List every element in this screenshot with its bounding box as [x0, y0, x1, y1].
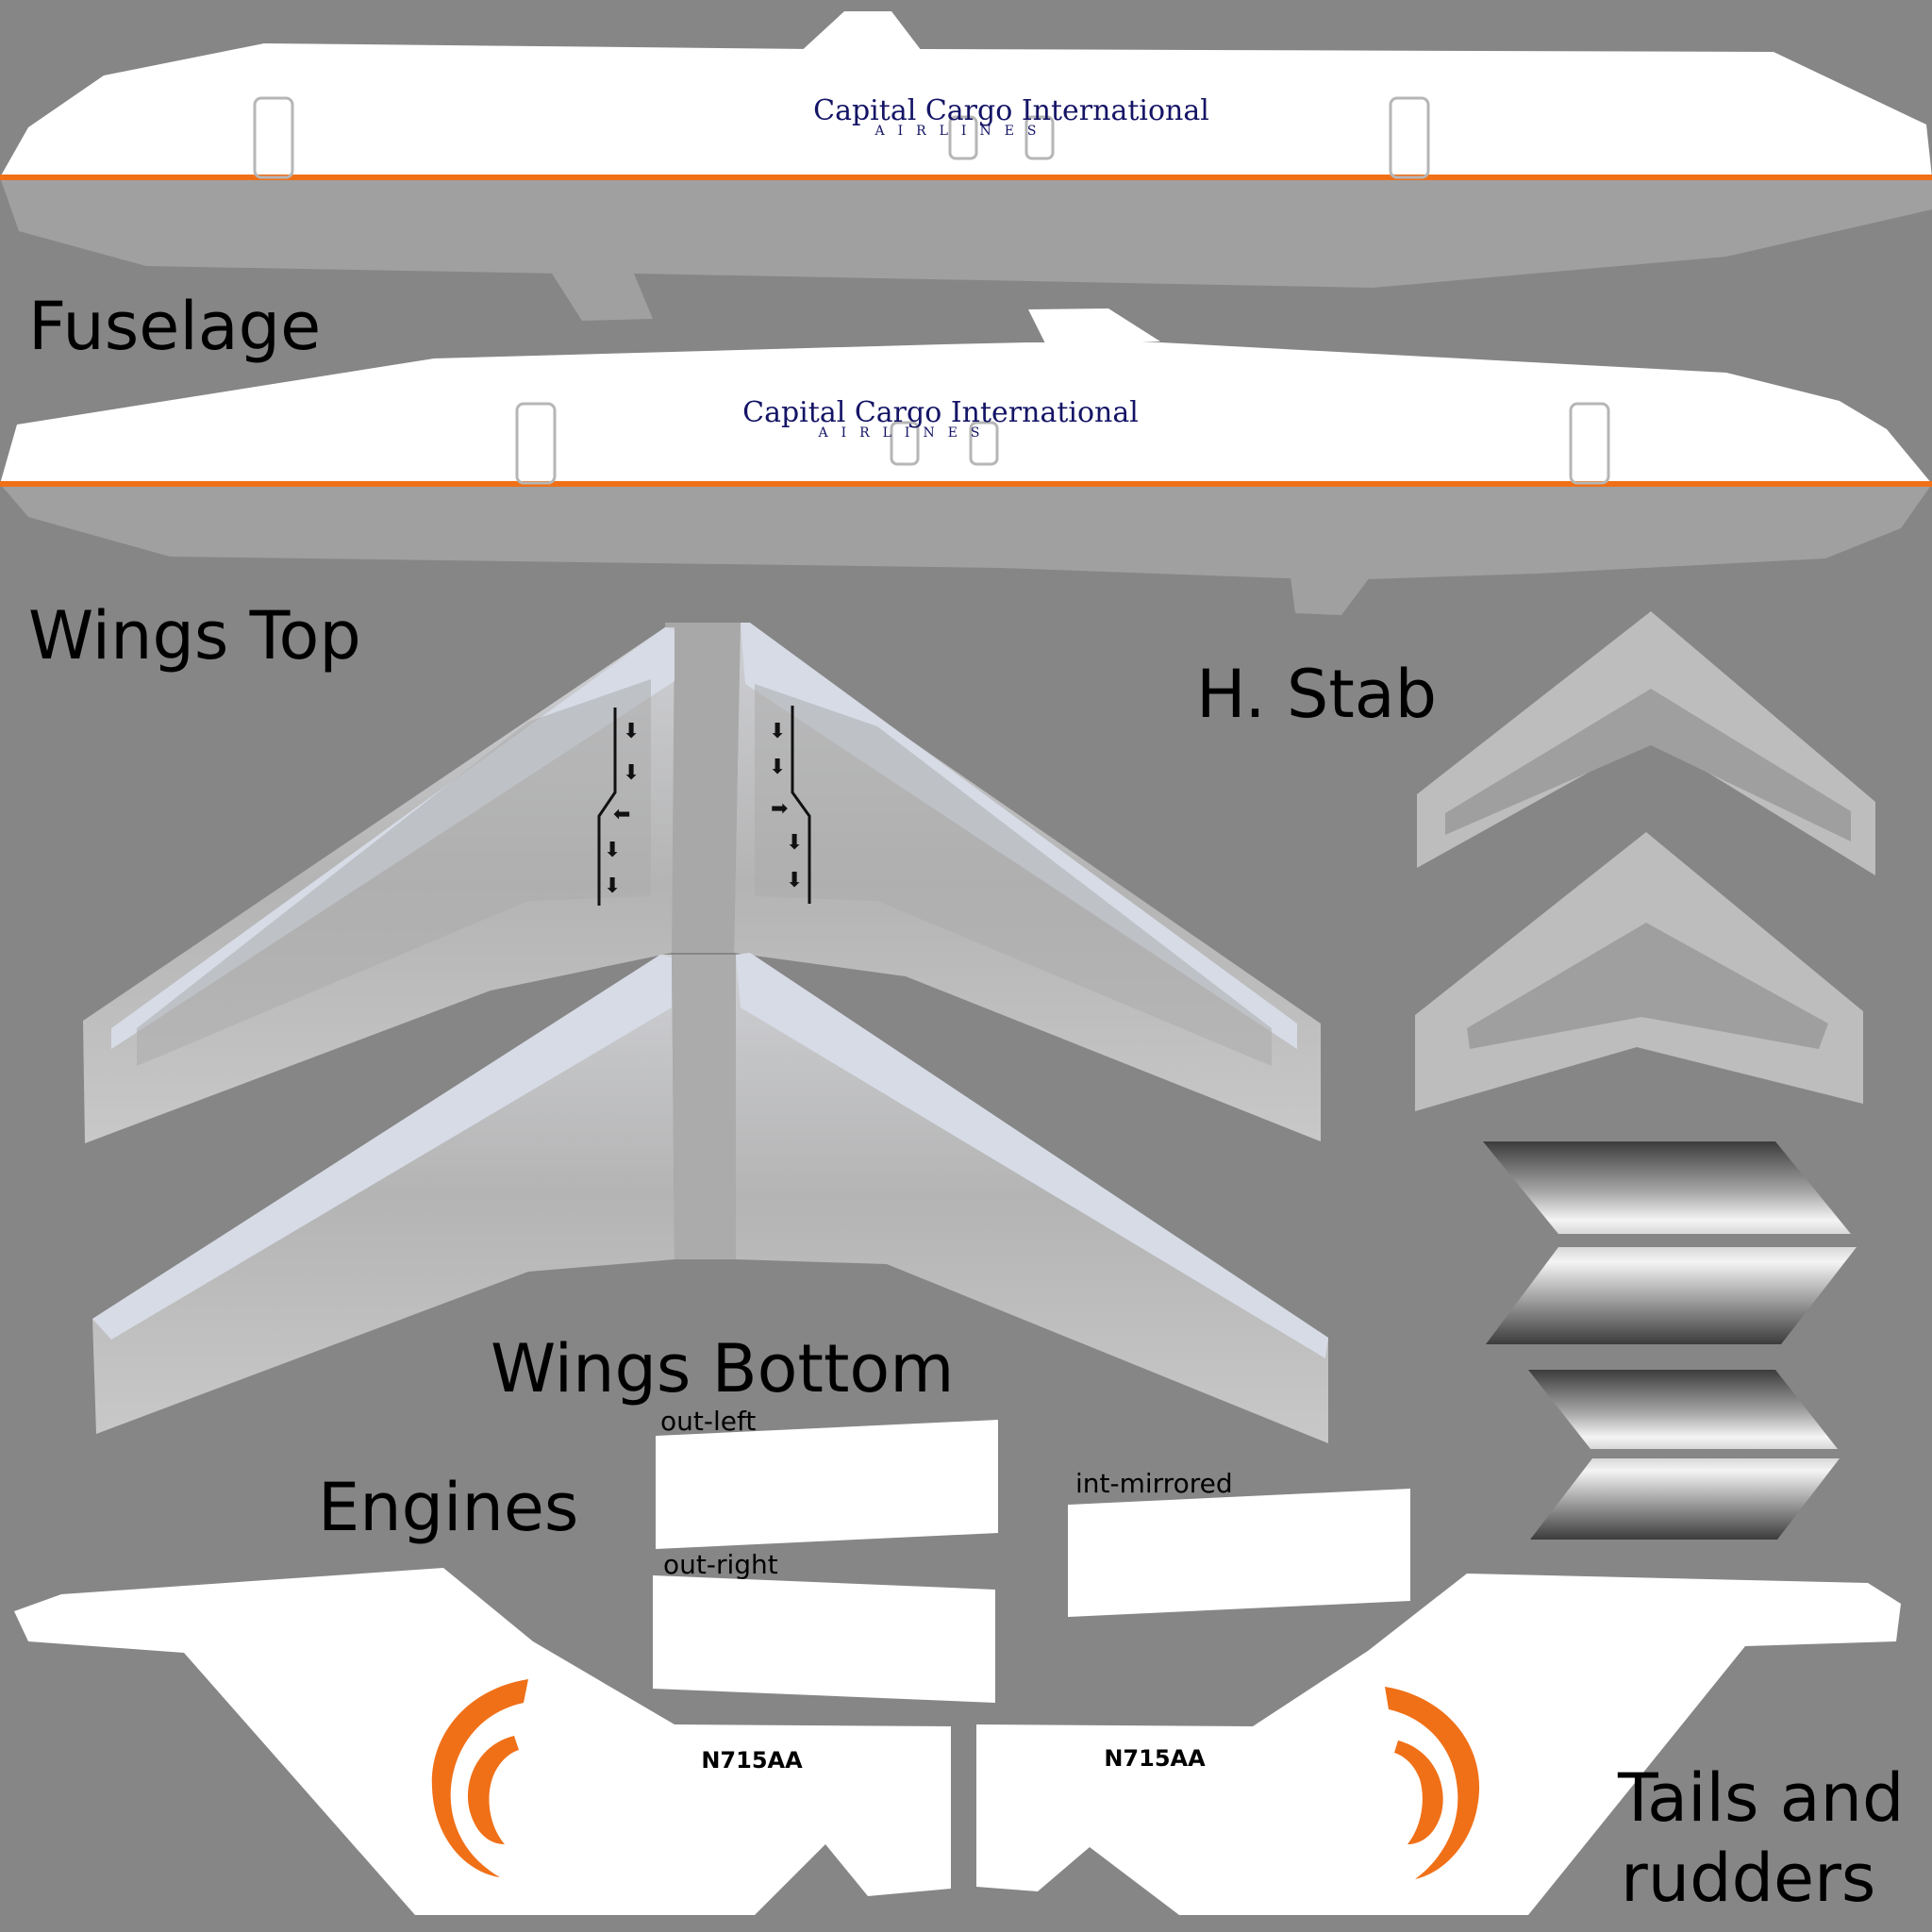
fuselage-2-top	[0, 342, 1932, 484]
label-engines: Engines	[318, 1469, 578, 1546]
elevator-strip-3	[1528, 1370, 1838, 1449]
fuselage-2-airline-name: Capital Cargo International	[742, 396, 1139, 429]
fuselage-right-side: Capital Cargo International AIRLINES	[0, 308, 1932, 615]
fuselage-1-door-mid-a	[948, 115, 978, 160]
label-wings-bottom: Wings Bottom	[491, 1330, 954, 1407]
wings-top-arrows: ⬇ ⬇ ⬅ ⬇ ⬇ ⬇ ⬇ ➡ ⬇ ⬇	[604, 720, 803, 898]
tail-left: N715AA	[14, 1568, 951, 1915]
label-tails-line-2: rudders	[1621, 1840, 1875, 1917]
arrow-down-icon: ⬇	[786, 831, 803, 855]
tail-right-logo-outer	[1385, 1687, 1480, 1879]
arrow-down-icon: ⬇	[623, 720, 640, 743]
h-stab-bottom	[1415, 832, 1863, 1111]
label-wings-top: Wings Top	[28, 597, 361, 675]
wings-top-right-flap-panel	[755, 684, 1272, 1066]
h-stab-top-inner	[1445, 689, 1851, 841]
wings-top: ⬇ ⬇ ⬅ ⬇ ⬇ ⬇ ⬇ ➡ ⬇ ⬇	[83, 623, 1321, 1143]
elevator-strips	[1483, 1141, 1857, 1540]
fuselage-left-side: Capital Cargo International AIRLINES	[0, 11, 1932, 321]
arrow-down-icon: ⬇	[604, 874, 621, 898]
fuselage-2-cheatline	[0, 481, 1932, 487]
fuselage-2-door-rear	[1569, 402, 1610, 485]
h-stab-top-shape	[1417, 611, 1875, 875]
fuselage-2-door-mid-a	[890, 421, 920, 466]
fuselage-1-top	[0, 43, 1932, 177]
wings-top-center	[665, 623, 741, 953]
wings-bottom-left-leading-edge	[92, 955, 672, 1340]
engine-panel-int-mirrored-label: int-mirrored	[1075, 1468, 1233, 1499]
arrow-down-icon: ⬇	[623, 761, 640, 785]
h-stab-bottom-inner	[1467, 923, 1828, 1049]
engine-panel-out-right-label: out-right	[663, 1549, 778, 1580]
elevator-strip-1	[1483, 1141, 1851, 1234]
tail-right-logo-inner	[1394, 1740, 1443, 1844]
wings-top-right-walkway-line	[791, 706, 811, 904]
arrow-down-icon: ⬇	[604, 839, 621, 862]
elevator-strip-4	[1530, 1458, 1840, 1540]
tail-right-shape	[976, 1574, 1901, 1915]
wings-top-left-flap-panel	[137, 679, 651, 1066]
wings-bottom-right-leading-edge	[736, 953, 1328, 1358]
fuselage-2-door-mid-b	[969, 421, 999, 466]
label-fuselage: Fuselage	[28, 288, 321, 365]
label-tails-line-1: Tails and	[1617, 1759, 1904, 1837]
engine-panel-out-left-label: out-left	[660, 1406, 756, 1437]
fuselage-1-ventral-fin	[552, 274, 653, 321]
fuselage-1-door-mid-b	[1024, 115, 1055, 160]
engine-panel-out-left	[656, 1420, 998, 1549]
fuselage-2-dorsal-fin	[1028, 308, 1160, 347]
fuselage-1-cheatline	[0, 175, 1932, 180]
arrow-left-icon: ⬅	[613, 803, 630, 826]
wings-top-left-walkway-line	[597, 708, 617, 906]
fuselage-2-door-front	[515, 402, 557, 485]
arrow-down-icon: ⬇	[769, 720, 786, 743]
tail-right: N715AA	[976, 1574, 1901, 1915]
engine-panel-out-right	[653, 1575, 995, 1703]
tail-left-registration: N715AA	[701, 1747, 803, 1774]
wings-bottom	[92, 953, 1328, 1443]
elevator-strip-2	[1486, 1247, 1857, 1344]
fuselage-2-belly	[0, 484, 1932, 580]
fuselage-1-airline-name: Capital Cargo International	[813, 94, 1209, 127]
engine-panel-int-mirrored	[1068, 1489, 1410, 1617]
fuselage-1-door-front	[253, 96, 294, 179]
h-stab-top	[1417, 611, 1875, 875]
fuselage-1-airline-sub: AIRLINES	[874, 124, 1049, 139]
arrow-right-icon: ➡	[771, 797, 788, 821]
fuselage-1-dorsal-fin	[797, 11, 924, 55]
tail-left-logo-outer	[431, 1679, 528, 1877]
fuselage-1-belly	[0, 177, 1932, 288]
label-h-stab: H. Stab	[1196, 656, 1437, 733]
wings-bottom-center	[672, 955, 736, 1259]
fuselage-2-ventral-fin	[1291, 577, 1370, 615]
tail-left-shape	[14, 1568, 951, 1915]
fuselage-1-door-rear	[1389, 96, 1430, 179]
engine-panels: out-left out-right int-mirrored	[653, 1406, 1410, 1703]
arrow-down-icon: ⬇	[786, 869, 803, 892]
tail-left-logo-inner	[467, 1736, 519, 1844]
arrow-down-icon: ⬇	[769, 756, 786, 779]
fuselage-2-airline-sub: AIRLINES	[817, 425, 992, 441]
tail-right-registration: N715AA	[1104, 1745, 1206, 1772]
